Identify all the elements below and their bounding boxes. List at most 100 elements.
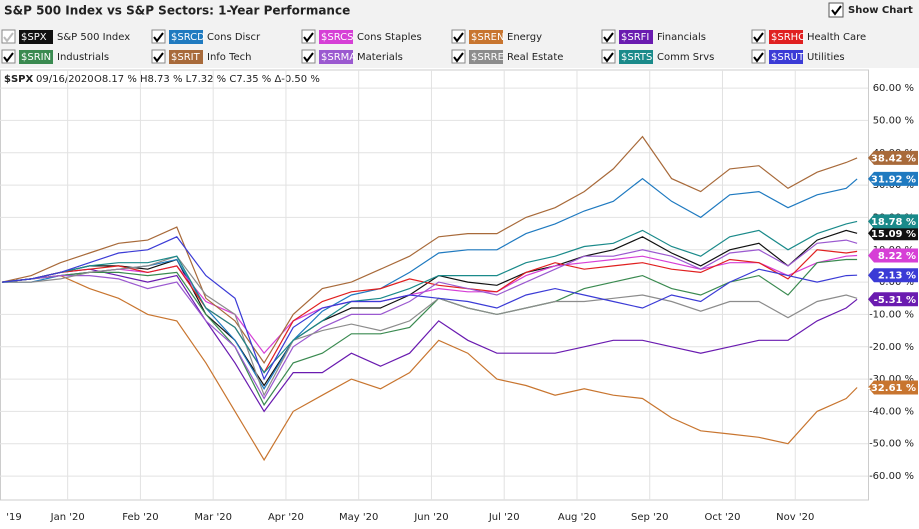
legend-checkbox[interactable] <box>601 29 616 44</box>
end-label-box <box>868 268 918 283</box>
end-label: 38.42 % <box>871 153 916 164</box>
check-glyph <box>3 52 14 63</box>
y-tick-label: -40.00 % <box>869 406 914 417</box>
x-tick-label: May '20 <box>339 512 378 523</box>
check-glyph <box>603 52 614 63</box>
x-tick-label: Sep '20 <box>631 512 669 523</box>
y-tick-label: -30.00 % <box>869 374 914 385</box>
x-tick-label: Jul '20 <box>488 512 520 523</box>
check-glyph <box>303 32 314 43</box>
series-line <box>2 239 858 400</box>
legend-checkbox[interactable] <box>301 29 316 44</box>
show-chart-checkbox[interactable] <box>828 2 844 18</box>
end-label: 15.09 % <box>871 229 916 240</box>
legend-symbol: $SRTS <box>621 52 652 63</box>
end-label-box <box>868 226 918 241</box>
legend-symbol: $SRUT <box>771 52 805 63</box>
legend-checkbox[interactable] <box>751 29 766 44</box>
legend-symbol: $SREN <box>471 32 504 43</box>
legend-name[interactable]: Comm Srvs <box>657 52 714 63</box>
series-line <box>2 255 858 397</box>
check-glyph <box>753 32 764 43</box>
plot-border <box>0 69 869 501</box>
y-tick-label: 60.00 % <box>873 83 914 94</box>
end-label-box <box>868 380 918 395</box>
legend-name[interactable]: S&P 500 Index <box>57 32 130 43</box>
y-tick-label: 0.00 % <box>879 277 914 288</box>
y-tick-label: -10.00 % <box>869 309 914 320</box>
legend-swatch <box>769 50 803 64</box>
y-tick-label: -20.00 % <box>869 342 914 353</box>
check-glyph <box>753 52 764 63</box>
legend-checkbox[interactable] <box>601 49 616 64</box>
legend-checkbox[interactable] <box>1 29 16 44</box>
legend-symbol: $SRIT <box>171 52 201 63</box>
legend-checkbox[interactable] <box>151 29 166 44</box>
legend-name[interactable]: Real Estate <box>507 52 563 63</box>
show-chart-label[interactable]: Show Chart <box>848 5 913 16</box>
legend-checkbox[interactable] <box>451 29 466 44</box>
x-tick-label: Oct '20 <box>705 512 741 523</box>
check-glyph <box>453 52 464 63</box>
legend-name[interactable]: Health Care <box>807 32 866 43</box>
legend-symbol: $SRIN <box>21 52 51 63</box>
legend-name[interactable]: Cons Staples <box>357 32 422 43</box>
check-glyph <box>153 32 164 43</box>
y-tick-label: -50.00 % <box>869 439 914 450</box>
legend-symbol: $SRFI <box>621 32 649 43</box>
legend-name[interactable]: Cons Discr <box>207 32 261 43</box>
y-tick-label: -60.00 % <box>869 471 914 482</box>
x-tick-label: Apr '20 <box>268 512 304 523</box>
legend-checkbox[interactable] <box>751 49 766 64</box>
legend-swatch <box>169 30 203 44</box>
legend-name[interactable]: Info Tech <box>207 52 252 63</box>
check-glyph <box>831 5 842 16</box>
end-label: 8.22 % <box>878 251 916 262</box>
end-label: -5.31 % <box>874 295 916 306</box>
series-line <box>2 249 858 374</box>
legend-checkbox[interactable] <box>151 49 166 64</box>
legend-swatch <box>769 30 803 44</box>
info-date: 09/16/2020 <box>36 74 94 85</box>
info-symbol: $SPX <box>4 74 33 85</box>
legend-swatch <box>319 30 353 44</box>
legend-swatch <box>469 50 503 64</box>
legend-name[interactable]: Industrials <box>57 52 109 63</box>
check-glyph <box>3 32 14 43</box>
legend-symbol: $SRRE <box>471 52 504 63</box>
legend-symbol: $SRCS <box>321 32 354 43</box>
y-tick-label: 50.00 % <box>873 115 914 126</box>
legend-swatch <box>169 50 203 64</box>
check-glyph <box>603 32 614 43</box>
series-line <box>2 274 858 462</box>
end-label-box <box>868 248 918 263</box>
check-glyph <box>153 52 164 63</box>
legend-swatch <box>619 30 653 44</box>
end-label-box <box>868 292 918 307</box>
end-label-box <box>868 150 918 165</box>
end-label-box <box>868 171 918 186</box>
legend-symbol: $SRHC <box>771 32 805 43</box>
x-tick-label: Jun '20 <box>413 512 448 523</box>
legend-name[interactable]: Energy <box>507 32 542 43</box>
info-ohlc: O8.17 % H8.73 % L7.32 % C7.35 % Δ-0.50 % <box>94 74 320 85</box>
legend-name[interactable]: Utilities <box>807 52 845 63</box>
check-glyph <box>453 32 464 43</box>
legend-name[interactable]: Financials <box>657 32 706 43</box>
legend-checkbox[interactable] <box>1 49 16 64</box>
legend-swatch <box>319 50 353 64</box>
series-line <box>2 268 858 413</box>
check-glyph <box>303 52 314 63</box>
end-label: 31.92 % <box>871 174 916 185</box>
legend-swatch <box>19 30 53 44</box>
series-line <box>2 236 858 381</box>
end-label: 18.78 % <box>871 217 916 228</box>
legend-name[interactable]: Materials <box>357 52 403 63</box>
series-line <box>2 135 858 365</box>
chart-title: S&P 500 Index vs S&P Sectors: 1-Year Per… <box>4 4 350 18</box>
legend-checkbox[interactable] <box>301 49 316 64</box>
end-label-box <box>868 214 918 229</box>
legend-swatch <box>19 50 53 64</box>
legend-checkbox[interactable] <box>451 49 466 64</box>
